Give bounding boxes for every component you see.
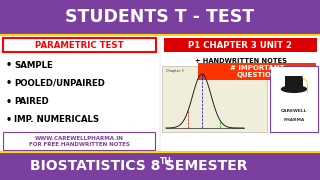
- Text: Chapter 3: Chapter 3: [166, 69, 184, 73]
- Bar: [162, 66, 267, 132]
- Text: PAIRED: PAIRED: [14, 97, 49, 106]
- Text: SEMESTER: SEMESTER: [160, 159, 247, 173]
- Bar: [198, 63, 316, 80]
- Bar: [0, 152, 320, 180]
- Ellipse shape: [281, 85, 307, 93]
- Text: •: •: [6, 97, 12, 107]
- Text: # IMPORTANT
QUESTION: # IMPORTANT QUESTION: [230, 65, 284, 78]
- Text: BIOSTATISTICS 8: BIOSTATISTICS 8: [30, 159, 160, 173]
- Bar: [3, 38, 156, 52]
- Bar: [0, 0, 320, 35]
- Text: •: •: [6, 60, 12, 70]
- Text: •: •: [6, 115, 12, 125]
- Text: SAMPLE: SAMPLE: [14, 61, 53, 70]
- Text: WWW.CAREWELLPHARMA.IN: WWW.CAREWELLPHARMA.IN: [35, 136, 124, 141]
- Text: FOR FREE HANDWRITTEN NOTES: FOR FREE HANDWRITTEN NOTES: [28, 141, 129, 147]
- Text: P1 CHAPTER 3 UNIT 2: P1 CHAPTER 3 UNIT 2: [188, 40, 292, 50]
- Text: STUDENTS T - TEST: STUDENTS T - TEST: [65, 8, 255, 26]
- Text: •: •: [6, 78, 12, 88]
- Text: PARAMETRIC TEST: PARAMETRIC TEST: [35, 40, 124, 50]
- Text: IMP. NUMERICALS: IMP. NUMERICALS: [14, 115, 99, 124]
- Bar: [0, 35, 320, 152]
- Bar: [3, 132, 155, 150]
- Bar: [270, 66, 318, 132]
- Text: PHARMA: PHARMA: [284, 118, 305, 122]
- Text: + HANDWRITTEN NOTES: + HANDWRITTEN NOTES: [195, 58, 286, 64]
- Text: CAREWELL: CAREWELL: [281, 109, 307, 113]
- Text: TH: TH: [160, 158, 172, 166]
- Text: POOLED/UNPAIRED: POOLED/UNPAIRED: [14, 79, 105, 88]
- Bar: [164, 38, 317, 52]
- Bar: [285, 76, 303, 89]
